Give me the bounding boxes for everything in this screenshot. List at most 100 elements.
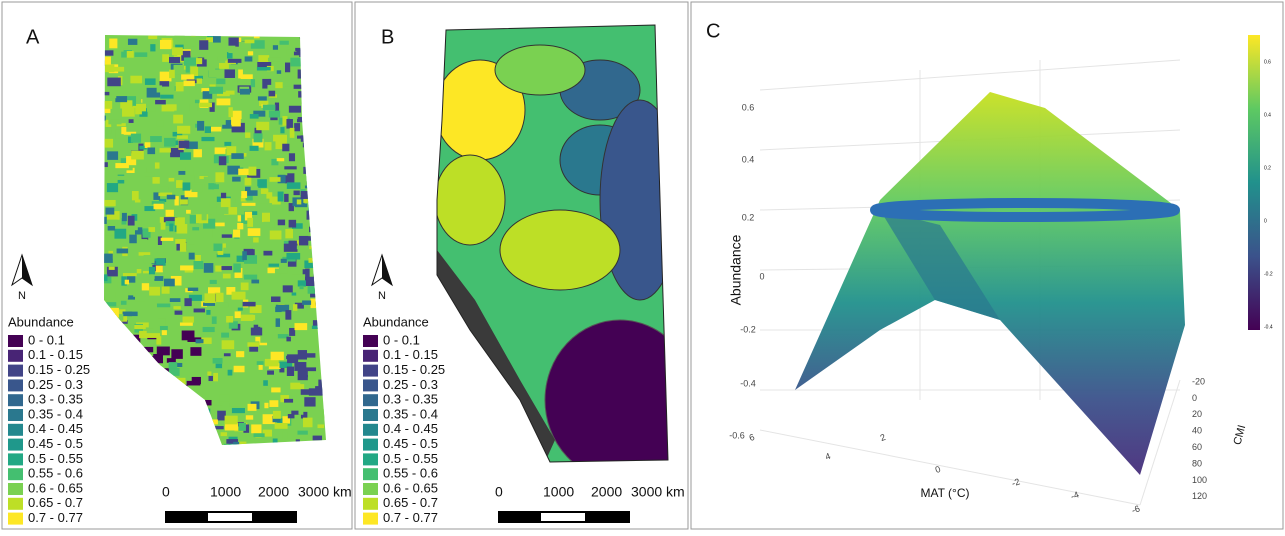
map-texture — [307, 64, 315, 69]
map-texture — [255, 250, 260, 256]
map-texture — [105, 227, 120, 236]
map-texture — [310, 186, 322, 195]
map-texture — [156, 85, 163, 93]
legend-swatch — [8, 379, 23, 392]
map-texture — [184, 298, 192, 307]
map-texture — [284, 166, 297, 170]
map-texture — [249, 114, 259, 119]
map-texture — [268, 209, 277, 215]
map-texture — [258, 55, 270, 64]
map-texture — [104, 162, 108, 168]
map-texture — [208, 183, 215, 190]
map-texture — [238, 69, 243, 79]
scale-label: 1000 — [543, 484, 574, 500]
map-texture — [141, 218, 150, 229]
panel-frame — [690, 1, 1284, 530]
map-texture — [288, 219, 297, 228]
map-texture — [152, 412, 158, 420]
map-texture — [328, 405, 339, 410]
map-texture — [324, 166, 326, 176]
map-texture — [187, 287, 199, 292]
map-texture — [260, 188, 269, 194]
map-texture — [131, 191, 139, 201]
map-texture — [190, 38, 196, 47]
y-tick-label: 0 — [1192, 393, 1197, 403]
map-texture — [210, 126, 222, 132]
map-texture — [105, 126, 112, 134]
map-texture — [332, 327, 341, 332]
zone — [494, 44, 586, 96]
map-texture — [209, 84, 216, 88]
map-texture — [220, 198, 231, 208]
map-texture — [202, 326, 215, 333]
map-texture — [127, 143, 139, 151]
map-texture — [297, 430, 308, 435]
map-texture — [152, 443, 160, 445]
map-texture — [318, 79, 326, 85]
map-texture — [234, 267, 243, 278]
map-texture — [120, 100, 133, 109]
map-texture — [333, 173, 341, 180]
map-texture — [162, 54, 169, 62]
map-texture — [127, 215, 135, 226]
map-texture — [305, 100, 320, 110]
map-texture — [203, 229, 213, 238]
map-texture — [257, 61, 272, 68]
map-texture — [287, 414, 295, 419]
map-texture — [216, 78, 226, 85]
legend-label: 0.65 - 0.7 — [383, 495, 438, 510]
map-texture — [332, 228, 345, 231]
map-texture — [221, 332, 230, 338]
y-tick-label: 120 — [1192, 491, 1207, 501]
legend-swatch — [363, 364, 378, 377]
map-texture — [216, 98, 231, 106]
map-texture — [119, 353, 129, 362]
map-texture — [307, 185, 320, 190]
map-texture — [221, 266, 233, 271]
legend-label: 0.15 - 0.25 — [28, 362, 90, 377]
map-texture — [174, 310, 183, 315]
map-texture — [105, 437, 120, 441]
map-texture — [272, 45, 279, 50]
map-texture — [174, 35, 185, 45]
map-texture — [138, 252, 151, 256]
map-texture — [139, 145, 147, 150]
map-texture — [257, 179, 267, 188]
map-texture — [104, 276, 112, 284]
y-tick-label: 20 — [1192, 409, 1202, 419]
map-texture — [107, 151, 119, 160]
map-texture — [168, 177, 175, 182]
map-texture — [265, 276, 279, 280]
map-texture — [276, 158, 285, 162]
map-texture — [203, 218, 216, 229]
map-texture — [150, 136, 162, 143]
map-texture — [166, 358, 176, 363]
zone — [437, 250, 555, 462]
legend-label: 0.1 - 0.15 — [383, 347, 438, 362]
map-texture — [155, 433, 166, 442]
map-texture — [153, 192, 161, 200]
map-texture — [209, 86, 224, 94]
legend-label: 0.15 - 0.25 — [383, 362, 445, 377]
map-texture — [166, 194, 176, 200]
map-texture — [335, 36, 345, 43]
map-texture — [316, 247, 323, 252]
map-texture — [134, 378, 139, 383]
map-texture — [121, 276, 127, 286]
z-tick-label: 0.2 — [742, 212, 755, 222]
map-texture — [286, 49, 292, 56]
map-texture — [203, 302, 216, 306]
map-texture — [256, 361, 264, 365]
map-texture — [186, 141, 198, 149]
map-texture — [145, 367, 156, 377]
map-texture — [306, 210, 320, 220]
panel-frame — [1, 1, 353, 530]
map-texture — [107, 225, 116, 231]
map-texture — [213, 154, 224, 164]
map-texture — [259, 100, 269, 107]
map-texture — [181, 330, 195, 341]
map-texture — [173, 114, 183, 124]
legend-swatch — [8, 409, 23, 421]
map-texture — [304, 397, 316, 407]
map-texture — [308, 204, 321, 214]
